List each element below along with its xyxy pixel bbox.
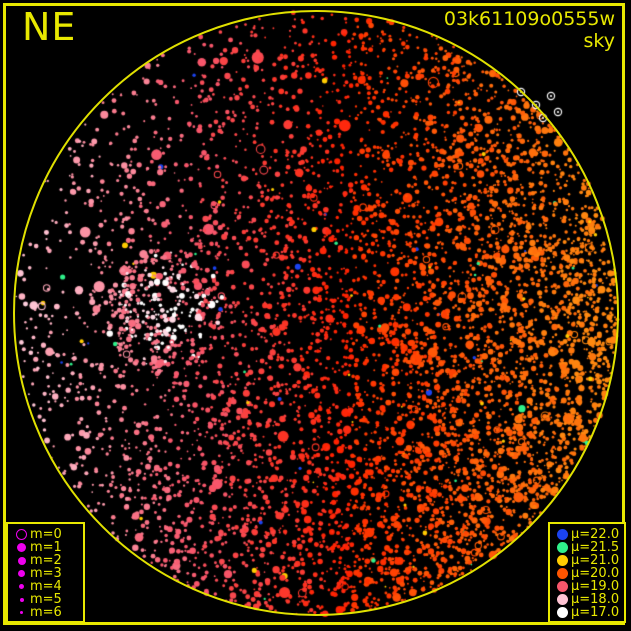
magnitude-marker-icon — [13, 584, 30, 589]
magnitude-marker-icon — [13, 543, 30, 552]
surface-brightness-legend: μ=22.0 μ=21.5 μ=21.0 μ=20.0 μ=19.0 μ=18.… — [548, 522, 626, 623]
legend-label: m=2 — [30, 553, 62, 568]
legend-label: μ=21.0 — [571, 553, 620, 568]
magnitude-marker-icon — [13, 611, 30, 614]
magnitude-marker-icon — [13, 570, 30, 577]
brightness-swatch-icon — [554, 542, 571, 553]
legend-item: m=5 — [13, 593, 80, 606]
brightness-swatch-icon — [554, 581, 571, 592]
legend-label: m=5 — [30, 592, 62, 607]
legend-label: μ=19.0 — [571, 579, 620, 594]
magnitude-legend: m=0 m=1 m=2 m=3 m=4 m=5 m=6 — [6, 522, 85, 623]
legend-item: μ=21.5 — [554, 541, 622, 554]
legend-label: m=6 — [30, 605, 62, 620]
legend-label: μ=17.0 — [571, 605, 620, 620]
legend-label: μ=20.0 — [571, 566, 620, 581]
legend-item: μ=20.0 — [554, 567, 622, 580]
brightness-swatch-icon — [554, 568, 571, 579]
magnitude-marker-icon — [13, 597, 30, 602]
legend-item: m=1 — [13, 541, 80, 554]
legend-label: m=3 — [30, 566, 62, 581]
legend-item: μ=22.0 — [554, 528, 622, 541]
legend-item: m=3 — [13, 567, 80, 580]
legend-item: m=6 — [13, 606, 80, 619]
legend-label: μ=18.0 — [571, 592, 620, 607]
legend-item: μ=21.0 — [554, 554, 622, 567]
legend-label: m=0 — [30, 527, 62, 542]
legend-label: m=1 — [30, 540, 62, 555]
brightness-swatch-icon — [554, 607, 571, 618]
frame-type-text: sky — [583, 29, 615, 52]
legend-label: μ=21.5 — [571, 540, 620, 555]
legend-item: m=2 — [13, 554, 80, 567]
legend-item: m=0 — [13, 528, 80, 541]
field-id-block: 03k61109o0555w sky — [443, 8, 615, 53]
legend-item: μ=17.0 — [554, 606, 622, 619]
field-id-text: 03k61109o0555w — [443, 8, 615, 30]
brightness-swatch-icon — [554, 594, 571, 605]
brightness-swatch-icon — [554, 529, 571, 540]
legend-label: μ=22.0 — [571, 527, 620, 542]
legend-item: μ=18.0 — [554, 593, 622, 606]
legend-item: μ=19.0 — [554, 580, 622, 593]
brightness-swatch-icon — [554, 555, 571, 566]
legend-label: m=4 — [30, 579, 62, 594]
magnitude-marker-icon — [13, 529, 30, 540]
direction-label: NE — [22, 5, 77, 49]
magnitude-marker-icon — [13, 556, 30, 565]
legend-item: m=4 — [13, 580, 80, 593]
